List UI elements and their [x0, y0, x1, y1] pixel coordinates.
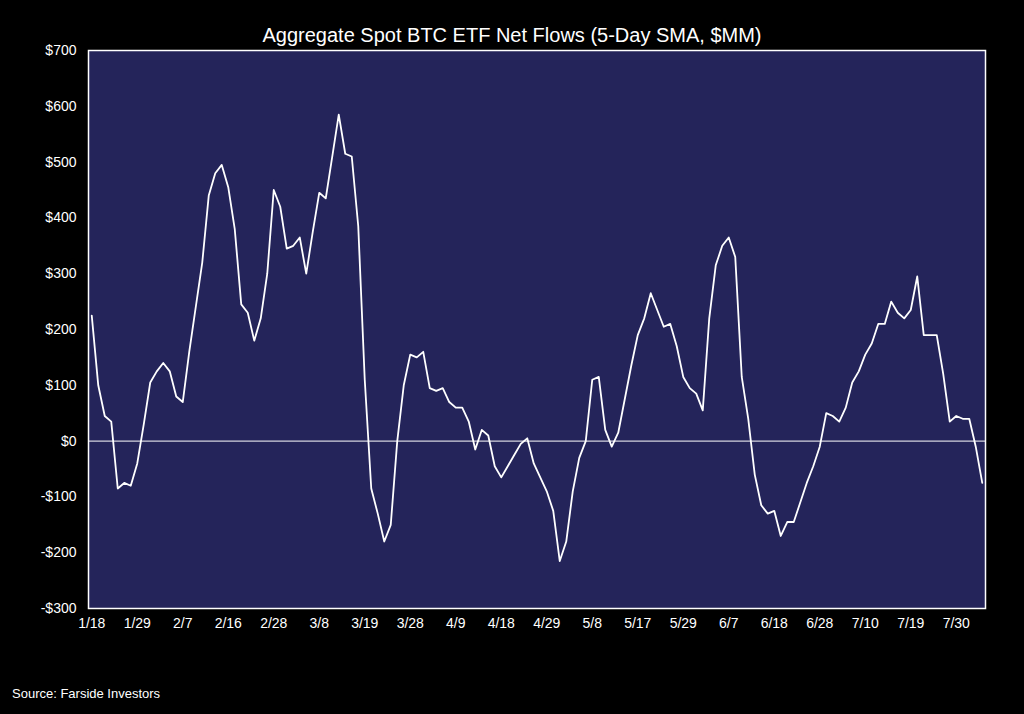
svg-text:4/18: 4/18 — [488, 615, 515, 631]
svg-text:2/16: 2/16 — [215, 615, 242, 631]
svg-text:3/28: 3/28 — [397, 615, 424, 631]
svg-text:$100: $100 — [45, 377, 76, 393]
svg-text:6/7: 6/7 — [719, 615, 739, 631]
svg-text:7/19: 7/19 — [897, 615, 924, 631]
html-text:Aggregate Spot BTC ETF Net Flo: Aggregate Spot BTC ETF Net Flows (5-Day … — [262, 24, 762, 46]
svg-text:$600: $600 — [45, 98, 76, 114]
svg-text:$400: $400 — [45, 209, 76, 225]
svg-text:-$200: -$200 — [41, 544, 77, 560]
svg-text:2/7: 2/7 — [173, 615, 193, 631]
svg-text:5/17: 5/17 — [624, 615, 651, 631]
svg-text:3/8: 3/8 — [310, 615, 330, 631]
html-text:Source: Farside Investors: Source: Farside Investors — [12, 686, 161, 701]
svg-text:5/29: 5/29 — [670, 615, 697, 631]
svg-text:1/29: 1/29 — [124, 615, 151, 631]
svg-text:$0: $0 — [61, 433, 77, 449]
svg-text:-$300: -$300 — [41, 600, 77, 616]
svg-text:-$100: -$100 — [41, 488, 77, 504]
svg-text:4/9: 4/9 — [446, 615, 466, 631]
svg-text:2/28: 2/28 — [260, 615, 287, 631]
svg-text:$200: $200 — [45, 321, 76, 337]
svg-text:$300: $300 — [45, 265, 76, 281]
svg-text:6/28: 6/28 — [806, 615, 833, 631]
svg-text:1/18: 1/18 — [78, 615, 105, 631]
svg-text:5/8: 5/8 — [583, 615, 603, 631]
svg-text:4/29: 4/29 — [533, 615, 560, 631]
svg-text:7/10: 7/10 — [852, 615, 879, 631]
svg-text:7/30: 7/30 — [943, 615, 970, 631]
svg-text:$700: $700 — [45, 42, 76, 58]
svg-text:$500: $500 — [45, 154, 76, 170]
svg-text:3/19: 3/19 — [351, 615, 378, 631]
svg-text:6/18: 6/18 — [761, 615, 788, 631]
